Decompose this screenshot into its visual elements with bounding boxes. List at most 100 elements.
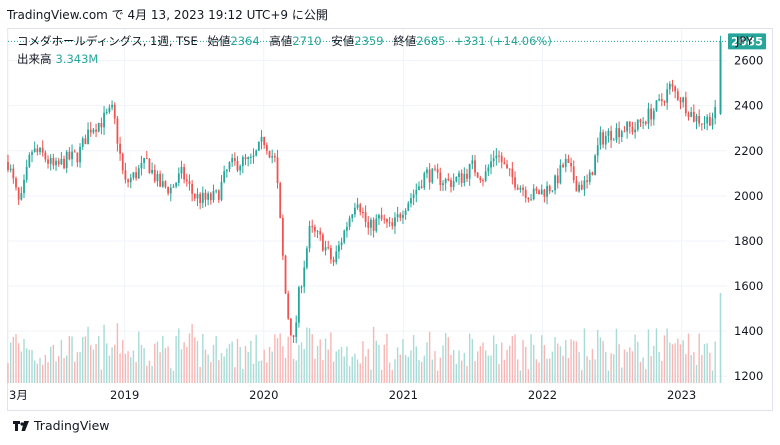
candle-body [372,219,375,231]
candle-body [524,189,527,199]
volume-bar [127,351,129,383]
candle-body [444,178,447,184]
last-price-label: 2685 [731,34,763,48]
candle-body [292,335,295,337]
candle-body [297,287,300,323]
volume-bar [204,349,207,383]
volume-bar [100,369,103,383]
footer-brand[interactable]: TradingView [13,418,110,433]
candle-body [508,168,511,170]
volume-bar [183,342,185,383]
volume-bar [15,334,17,383]
candle-body [265,144,268,151]
volume-bar [319,339,321,383]
volume-bar [503,359,506,383]
volume-bar [215,336,217,383]
volume-bar [266,362,268,383]
candle-body [212,191,215,200]
candle-body [503,162,506,165]
candle-body [97,123,100,132]
candle-body [188,181,191,184]
candle-body [642,121,645,123]
volume-bar [639,361,642,383]
candle-body [348,218,351,227]
volume-bar [340,346,343,383]
volume-bar [244,345,247,383]
volume-bar [711,370,714,383]
candle-body [199,194,202,203]
candle-body [559,164,562,184]
volume-bar [575,341,578,383]
candle-body [204,192,207,200]
candle-body [476,172,479,178]
volume-bar [236,338,239,383]
volume-bar [268,347,271,383]
volume-bar [543,345,546,383]
candle-body [151,169,154,174]
candle-body [153,169,156,182]
candle-body [25,166,28,180]
open-value: 2364 [230,34,260,48]
volume-bar [178,328,180,383]
candle-body [623,131,626,133]
volume-bar [535,359,538,383]
candle-body [156,173,159,182]
volume-bar [452,350,455,383]
volume-bar [49,346,52,383]
candle-body [129,177,132,183]
y-tick-label: 2400 [734,99,763,113]
candle-body [698,115,701,124]
candle-body [684,97,687,114]
volume-bar [186,346,188,383]
candle-body [289,318,292,336]
candle-body [228,162,231,170]
volume-bar [74,361,76,383]
volume-bar [23,339,25,383]
candle-body [535,188,538,191]
volume-bar [258,361,260,383]
candle-body [295,322,298,337]
volume-bar [383,344,385,383]
volume-bar [103,324,105,383]
volume-bar [439,357,442,383]
candle-body [452,181,455,187]
chart-legend: コメダホールディングス, 1週, TSE 始値2364 高値2710 安値235… [17,33,552,50]
volume-bar [17,343,20,383]
candle-body [418,186,420,191]
candle-body [260,136,263,142]
candle-body [359,204,362,212]
volume-bar [420,361,423,383]
candle-body [655,100,658,111]
candle-body [47,159,49,164]
y-tick-label: 2200 [734,144,763,158]
volume-bar [212,345,215,383]
volume-bar [460,360,463,383]
candle-body [84,138,87,145]
volume-bar [274,334,276,383]
volume-bar [348,366,351,383]
candle-body [145,158,148,160]
volume-bar [396,347,399,383]
candle-body [241,157,244,167]
candle-body [498,155,500,157]
volume-bar [148,360,151,383]
candle-body [370,219,372,228]
candle-body [367,221,370,228]
candle-body [273,155,276,158]
candle-body [690,111,693,117]
candle-body [281,217,284,256]
volume-bar [407,356,409,383]
candle-body [658,99,661,101]
candle-body [183,167,186,180]
volume-bar [418,360,420,383]
candle-body [338,245,340,252]
volume-bar [356,359,359,383]
brand-name: TradingView [34,418,110,433]
candle-body [527,198,530,200]
volume-bar [223,356,225,383]
volume-bar [586,356,588,383]
volume-bar [338,349,340,383]
candle-body [500,155,503,163]
candle-body [356,204,359,208]
